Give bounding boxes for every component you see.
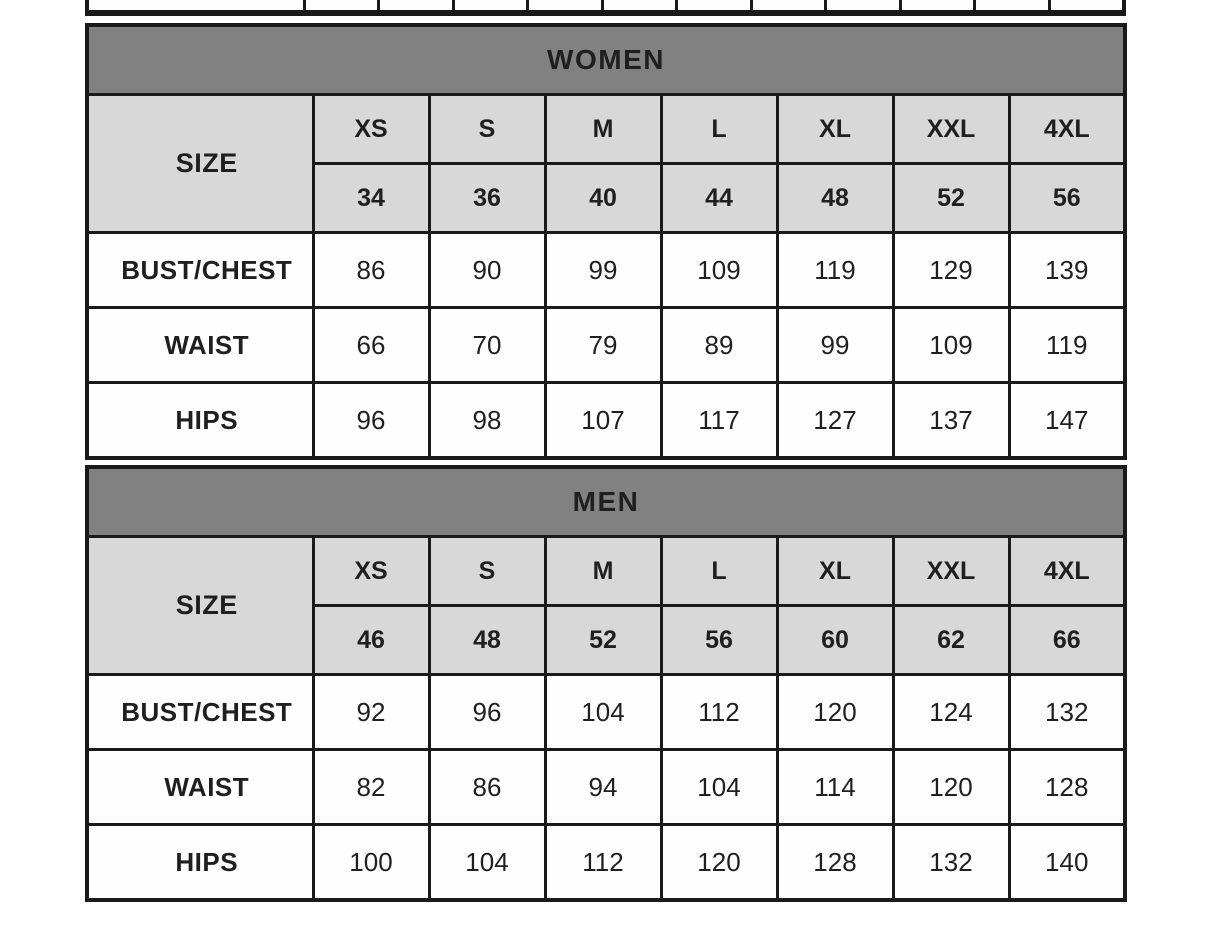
cropped-table-cell: [749, 0, 825, 10]
measurement-value-cell: 112: [659, 673, 779, 751]
measurement-value-cell: 86: [427, 748, 547, 826]
measurement-value-cell: 128: [775, 823, 895, 902]
size-number-cell: 48: [775, 162, 895, 234]
measurement-value-cell: 96: [311, 381, 431, 460]
size-name-cell: S: [427, 535, 547, 607]
women-size-table: WOMEN SIZE XS S M L XL XXL 4XL 34 36 40 …: [85, 23, 1127, 460]
measurement-value-cell: 120: [891, 748, 1011, 826]
measurement-value-cell: 104: [659, 748, 779, 826]
measurement-value-cell: 128: [1007, 748, 1127, 826]
cropped-table-cell: [1047, 0, 1122, 10]
measurement-value-cell: 127: [775, 381, 895, 460]
measurement-value-cell: 120: [659, 823, 779, 902]
cropped-table-bottom-edge: [85, 0, 1126, 16]
measurement-value-cell: 94: [543, 748, 663, 826]
size-name-cell: XS: [311, 535, 431, 607]
measurement-value-cell: 92: [311, 673, 431, 751]
size-number-cell: 46: [311, 604, 431, 676]
size-number-cell: 40: [543, 162, 663, 234]
size-number-cell: 56: [659, 604, 779, 676]
measurement-value-cell: 139: [1007, 231, 1127, 309]
measurement-value-cell: 79: [543, 306, 663, 384]
size-number-cell: 34: [311, 162, 431, 234]
measurement-value-cell: 100: [311, 823, 431, 902]
measurement-value-cell: 119: [1007, 306, 1127, 384]
measurement-value-cell: 104: [427, 823, 547, 902]
measurement-value-cell: 124: [891, 673, 1011, 751]
size-name-cell: XL: [775, 535, 895, 607]
cropped-table-cell: [600, 0, 676, 10]
size-number-cell: 36: [427, 162, 547, 234]
size-name-cell: L: [659, 535, 779, 607]
measurement-value-cell: 104: [543, 673, 663, 751]
measurement-value-cell: 96: [427, 673, 547, 751]
measurement-value-cell: 120: [775, 673, 895, 751]
cropped-table-cell: [675, 0, 750, 10]
cropped-table-cell: [451, 0, 527, 10]
cropped-table-cell: [377, 0, 452, 10]
measurement-row-label: BUST/CHEST: [85, 673, 315, 751]
size-number-cell: 52: [891, 162, 1011, 234]
men-table-title: MEN: [85, 465, 1127, 538]
women-table-title: WOMEN: [85, 23, 1127, 96]
measurement-row-label: WAIST: [85, 306, 315, 384]
measurement-value-cell: 99: [775, 306, 895, 384]
measurement-value-cell: 132: [891, 823, 1011, 902]
measurement-row-label: HIPS: [85, 381, 315, 460]
measurement-value-cell: 89: [659, 306, 779, 384]
size-number-cell: 44: [659, 162, 779, 234]
measurement-value-cell: 86: [311, 231, 431, 309]
measurement-value-cell: 109: [659, 231, 779, 309]
measurement-value-cell: 112: [543, 823, 663, 902]
measurement-value-cell: 140: [1007, 823, 1127, 902]
measurement-value-cell: 129: [891, 231, 1011, 309]
size-name-cell: 4XL: [1007, 535, 1127, 607]
measurement-value-cell: 107: [543, 381, 663, 460]
men-size-table: MEN SIZE XS S M L XL XXL 4XL 46 48 52 56…: [85, 465, 1127, 902]
size-name-cell: XXL: [891, 93, 1011, 165]
measurement-row-label: BUST/CHEST: [85, 231, 315, 309]
measurement-row-label: HIPS: [85, 823, 315, 902]
size-number-cell: 60: [775, 604, 895, 676]
measurement-value-cell: 137: [891, 381, 1011, 460]
measurement-value-cell: 82: [311, 748, 431, 826]
size-number-cell: 56: [1007, 162, 1127, 234]
size-name-cell: L: [659, 93, 779, 165]
size-number-cell: 66: [1007, 604, 1127, 676]
size-name-cell: M: [543, 93, 663, 165]
measurement-row-label: WAIST: [85, 748, 315, 826]
measurement-value-cell: 109: [891, 306, 1011, 384]
measurement-value-cell: 119: [775, 231, 895, 309]
measurement-value-cell: 132: [1007, 673, 1127, 751]
size-name-cell: M: [543, 535, 663, 607]
measurement-value-cell: 70: [427, 306, 547, 384]
measurement-value-cell: 147: [1007, 381, 1127, 460]
measurement-value-cell: 66: [311, 306, 431, 384]
cropped-table-cell: [898, 0, 974, 10]
size-name-cell: S: [427, 93, 547, 165]
cropped-table-cell: [973, 0, 1048, 10]
size-number-cell: 48: [427, 604, 547, 676]
size-number-cell: 52: [543, 604, 663, 676]
cropped-table-cell: [89, 0, 303, 10]
measurement-value-cell: 90: [427, 231, 547, 309]
size-number-cell: 62: [891, 604, 1011, 676]
size-name-cell: XL: [775, 93, 895, 165]
size-name-cell: 4XL: [1007, 93, 1127, 165]
size-header-label: SIZE: [85, 93, 315, 234]
size-header-label: SIZE: [85, 535, 315, 676]
measurement-value-cell: 99: [543, 231, 663, 309]
size-name-cell: XXL: [891, 535, 1011, 607]
size-name-cell: XS: [311, 93, 431, 165]
cropped-table-cell: [526, 0, 601, 10]
cropped-table-cell: [303, 0, 378, 10]
cropped-table-cell: [824, 0, 899, 10]
measurement-value-cell: 114: [775, 748, 895, 826]
measurement-value-cell: 117: [659, 381, 779, 460]
measurement-value-cell: 98: [427, 381, 547, 460]
